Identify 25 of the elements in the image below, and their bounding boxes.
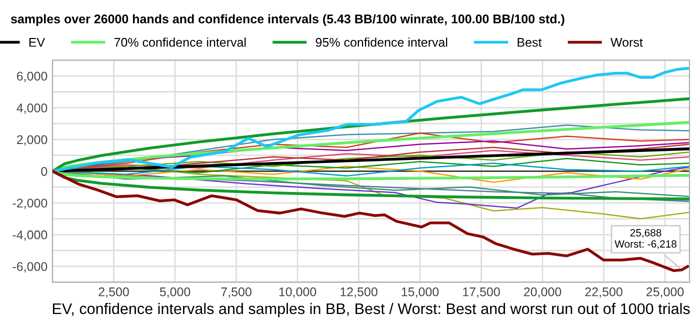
x-tick-label: 5,000	[160, 287, 190, 298]
y-tick-label: 4,000	[16, 104, 48, 114]
x-tick-label: 15,000	[402, 287, 439, 298]
x-tick-label: 12,500	[340, 287, 378, 298]
legend-label: EV	[29, 38, 45, 47]
y-tick-label: -4,000	[12, 230, 48, 241]
y-tick-label: -6,000	[12, 262, 48, 272]
legend-label: 95% confidence interval	[316, 38, 448, 47]
chart-title: samples over 26000 hands and confidence intervals (5.43 BB/100 winrate, 100.00 BB/100 std.)	[10, 14, 564, 26]
y-tick-label: 2,000	[16, 135, 48, 146]
x-tick-label: 2,500	[98, 287, 129, 298]
x-tick-label: 22,500	[585, 287, 622, 298]
x-tick-label: 20,000	[524, 287, 562, 298]
y-tick-label: 0	[41, 166, 48, 176]
legend-label: Worst	[610, 38, 643, 47]
annotation: 25,688 Worst: -6,218	[614, 229, 676, 249]
x-axis-title: EV, confidence intervals and samples in BB, Best / Worst: Best and worst run out of 1000 trials	[52, 302, 690, 318]
x-tick-label: 25,000	[646, 287, 684, 298]
legend-label: Best	[518, 38, 542, 47]
x-tick-label: 10,000	[279, 287, 316, 298]
x-tick-label: 17,500	[463, 287, 500, 298]
legend-label: 70% confidence interval	[114, 38, 246, 47]
y-tick-label: 6,000	[16, 72, 48, 82]
y-tick-label: -2,000	[12, 198, 48, 210]
x-tick-label: 7,500	[221, 287, 252, 298]
